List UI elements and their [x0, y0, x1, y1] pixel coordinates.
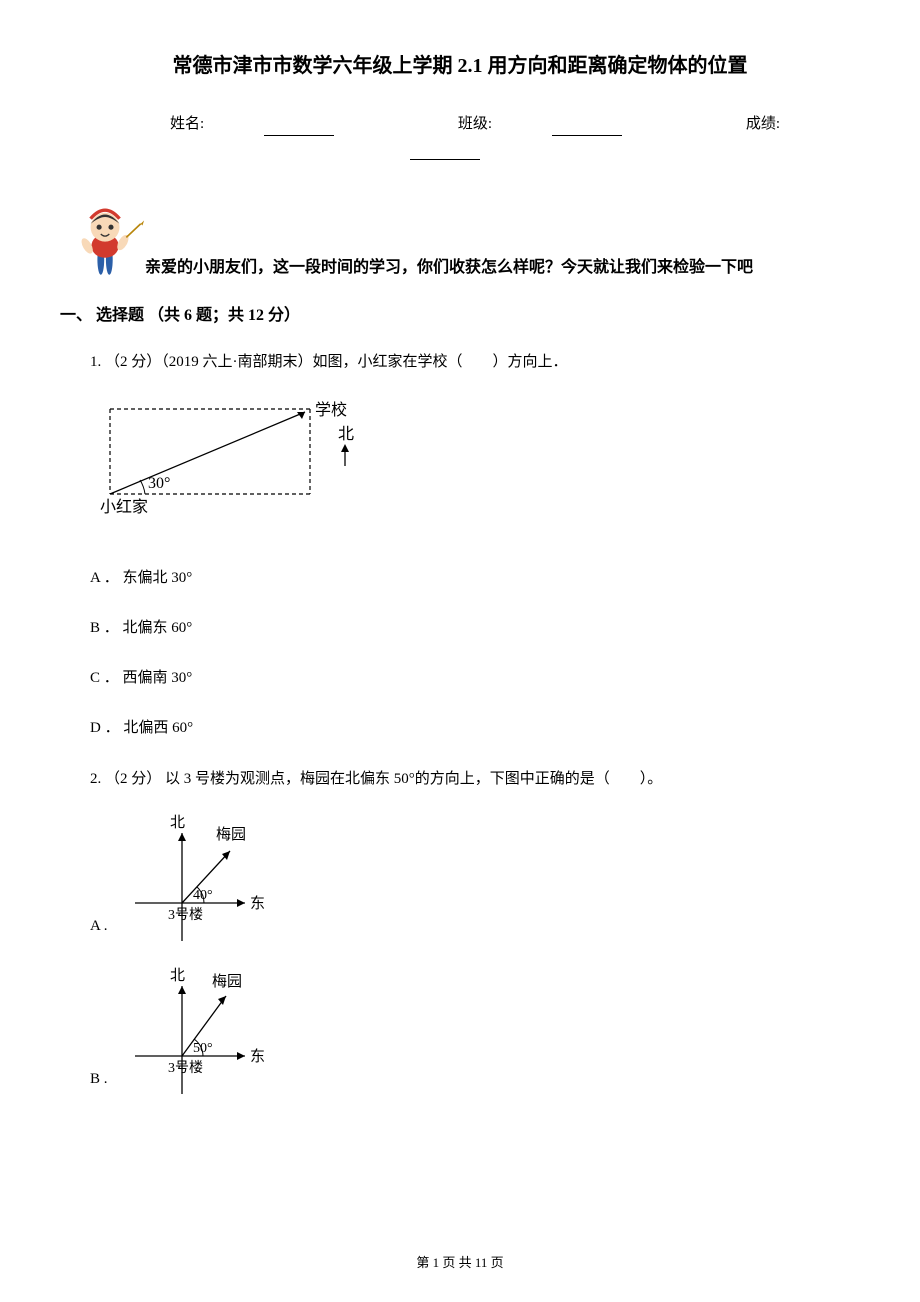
- q2-option-b: B . 50° 北 东 梅园 3号楼: [90, 964, 860, 1099]
- greeting-block: 亲爱的小朋友们，这一段时间的学习，你们收获怎么样呢？今天就让我们来检验一下吧: [60, 200, 860, 285]
- page-title: 常德市津市市数学六年级上学期 2.1 用方向和距离确定物体的位置: [60, 50, 860, 82]
- q1-option-b: B ． 北偏东 60°: [90, 616, 860, 640]
- q1-options: A ． 东偏北 30° B ． 北偏东 60° C ． 西偏南 30° D ． …: [90, 566, 860, 740]
- q2b-angle: 50°: [193, 1041, 213, 1056]
- q1-diagram: 30° 学校 小红家 北: [100, 394, 370, 534]
- q1-text: 1. （2 分）（2019 六上·南部期末）如图，小红家在学校（ ）方向上．: [90, 349, 860, 376]
- name-class-score-row: 姓名: 班级: 成绩:: [60, 112, 860, 160]
- q2a-angle: 40°: [193, 888, 213, 903]
- mascot-icon: [60, 200, 145, 285]
- q2a-bldg: 3号楼: [168, 907, 203, 923]
- q2a-north: 北: [170, 814, 185, 831]
- class-blank: [552, 135, 622, 136]
- q2b-bldg: 3号楼: [168, 1060, 203, 1076]
- q1-option-d: D ． 北偏西 60°: [90, 716, 860, 740]
- q1-angle-label: 30°: [148, 475, 170, 492]
- q2-text: 2. （2 分） 以 3 号楼为观测点，梅园在北偏东 50°的方向上，下图中正确…: [90, 766, 860, 793]
- q2b-north: 北: [170, 967, 185, 984]
- q1-north-label: 北: [338, 425, 354, 443]
- q2-diagram-b: 50° 北 东 梅园 3号楼: [120, 964, 280, 1099]
- q1-option-a: A ． 东偏北 30°: [90, 566, 860, 590]
- q2-opt-b-label: B .: [90, 1067, 108, 1099]
- q2b-east: 东: [250, 1048, 265, 1065]
- q2-option-a: A . 40° 北 东 梅园 3号楼: [90, 811, 860, 946]
- question-1: 1. （2 分）（2019 六上·南部期末）如图，小红家在学校（ ）方向上． 3…: [60, 349, 860, 740]
- name-label: 姓名:: [140, 116, 364, 132]
- q1-option-c: C ． 西偏南 30°: [90, 666, 860, 690]
- q2-opt-a-label: A .: [90, 914, 108, 946]
- question-2: 2. （2 分） 以 3 号楼为观测点，梅园在北偏东 50°的方向上，下图中正确…: [60, 766, 860, 1099]
- q2-diagram-a: 40° 北 东 梅园 3号楼: [120, 811, 280, 946]
- greeting-text: 亲爱的小朋友们，这一段时间的学习，你们收获怎么样呢？今天就让我们来检验一下吧: [145, 255, 753, 285]
- section-heading: 一、 选择题 （共 6 题；共 12 分）: [60, 303, 860, 329]
- page-footer: 第 1 页 共 11 页: [0, 1253, 920, 1274]
- q1-home-label: 小红家: [100, 498, 148, 516]
- q1-school-label: 学校: [315, 401, 347, 419]
- q2a-mei: 梅园: [216, 826, 246, 843]
- q2b-mei: 梅园: [212, 973, 242, 990]
- score-blank: [410, 159, 480, 160]
- name-blank: [264, 135, 334, 136]
- q2a-east: 东: [250, 895, 265, 912]
- class-label: 班级:: [428, 116, 652, 132]
